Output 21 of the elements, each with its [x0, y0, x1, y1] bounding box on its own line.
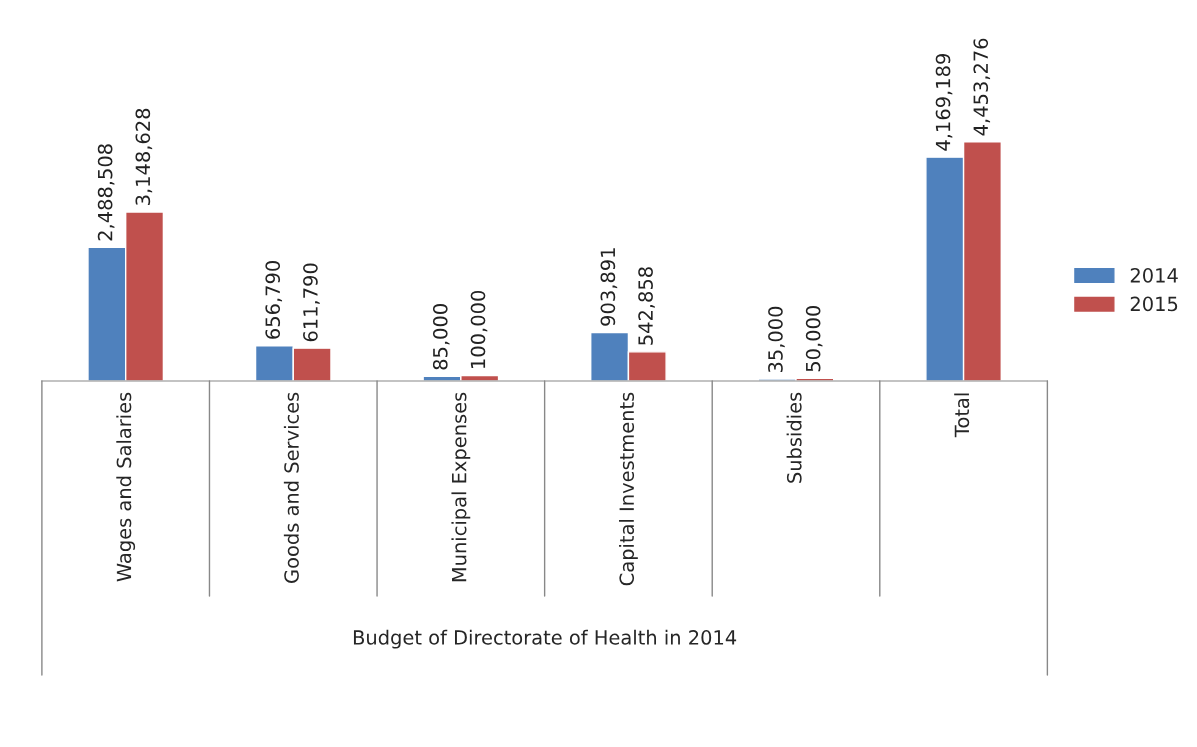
data-label: 656,790	[265, 261, 283, 339]
x-tick-label: Wages and Salaries	[116, 392, 136, 582]
data-label: 3,148,628	[135, 108, 153, 205]
data-label: 4,169,189	[935, 54, 953, 151]
data-label: 2,488,508	[97, 144, 115, 241]
x-axis-title: Budget of Directorate of Health in 2014	[353, 629, 737, 649]
data-label: 100,000	[470, 290, 488, 368]
data-label: 611,790	[303, 263, 320, 342]
data-label: 35,000	[768, 306, 785, 373]
x-tick-label: Total	[954, 393, 970, 438]
legend-label: 2014	[1130, 267, 1178, 283]
legend-label: 2015	[1130, 296, 1178, 312]
data-label: 50,000	[805, 305, 823, 372]
data-label: 903,891	[600, 248, 618, 326]
data-label: 542,858	[638, 267, 655, 345]
x-tick-label: Municipal Expenses	[451, 392, 471, 582]
data-label: 4,453,276	[973, 38, 991, 136]
x-tick-label: Goods and Services	[283, 392, 299, 583]
x-tick-label: Capital Investments	[619, 392, 638, 586]
data-label: 85,000	[432, 304, 450, 370]
x-tick-label: Subsidies	[786, 392, 802, 483]
